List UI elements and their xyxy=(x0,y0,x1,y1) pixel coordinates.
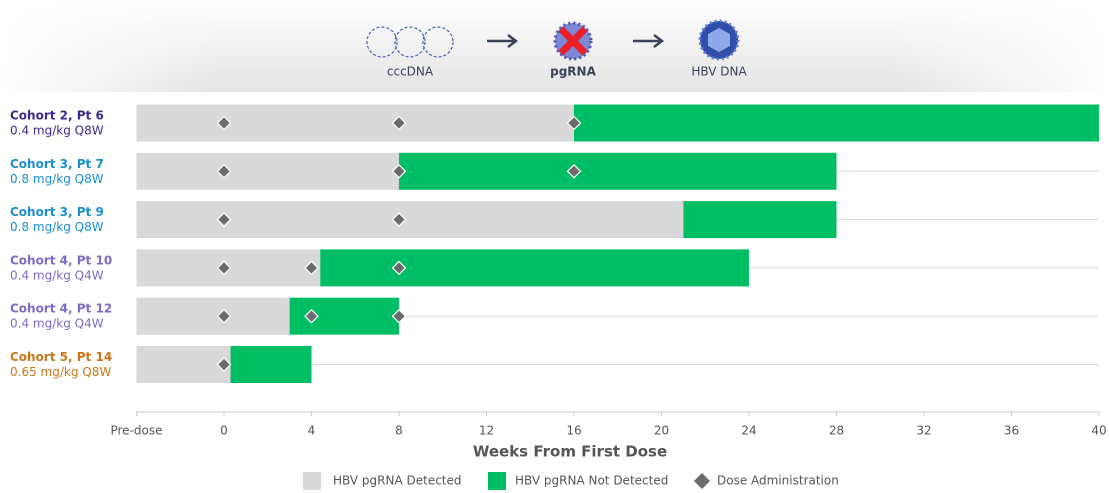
row-dose: 0.4 mg/kg Q4W xyxy=(10,268,104,282)
hbv-dna-icon xyxy=(698,19,740,61)
legend-label: Dose Administration xyxy=(717,474,839,488)
dose-marker xyxy=(391,212,407,227)
row-dose: 0.8 mg/kg Q8W xyxy=(10,172,104,186)
row-dose: 0.65 mg/kg Q8W xyxy=(10,365,111,379)
legend-swatch xyxy=(303,472,321,490)
bar-detected xyxy=(136,346,231,383)
x-tick-label: 16 xyxy=(566,424,581,438)
x-tick-label: 36 xyxy=(1004,424,1019,438)
bar-not-detected xyxy=(683,201,837,239)
cccdna-icon xyxy=(366,26,454,58)
row-dose: 0.4 mg/kg Q4W xyxy=(10,317,104,331)
x-tick-label: 8 xyxy=(395,424,403,438)
row-label: Cohort 5, Pt 14 xyxy=(10,350,112,364)
legend-label: HBV pgRNA Detected xyxy=(333,474,462,488)
pgrna-icon xyxy=(553,21,593,61)
dose-marker xyxy=(304,308,319,324)
x-tick-label: 40 xyxy=(1091,424,1106,438)
arrow xyxy=(487,34,519,48)
row-dose: 0.8 mg/kg Q8W xyxy=(10,220,104,234)
bar-not-detected xyxy=(230,346,312,383)
dose-marker xyxy=(216,357,232,372)
bar-not-detected xyxy=(574,104,1099,142)
bar-not-detected xyxy=(399,152,837,190)
bar-not-detected xyxy=(320,249,749,287)
dose-marker xyxy=(391,308,407,324)
dose-marker xyxy=(566,115,582,131)
x-tick-label: 20 xyxy=(654,424,669,438)
step-label: pgRNA xyxy=(550,65,596,79)
x-tick-label: 32 xyxy=(916,424,931,438)
header: cccDNA pgRNA HBV DNA xyxy=(0,0,1109,92)
step-label: HBV DNA xyxy=(691,65,747,79)
x-tick-label: 4 xyxy=(308,424,316,438)
dose-marker xyxy=(391,260,407,276)
bar-detected xyxy=(136,104,574,142)
legend-swatch xyxy=(694,473,710,489)
row-label: Cohort 4, Pt 10 xyxy=(10,253,112,267)
row-label: Cohort 2, Pt 6 xyxy=(10,109,104,123)
x-tick-label: 24 xyxy=(741,424,756,438)
x-tick-label: 0 xyxy=(220,424,228,438)
bar-detected xyxy=(136,297,290,335)
row-dose: 0.4 mg/kg Q8W xyxy=(10,124,104,138)
dose-marker xyxy=(391,115,407,131)
dose-marker xyxy=(304,260,319,276)
dose-marker xyxy=(216,212,232,227)
legend-label: HBV pgRNA Not Detected xyxy=(515,474,668,488)
row-label: Cohort 3, Pt 7 xyxy=(10,157,104,171)
bar-detected xyxy=(136,152,399,190)
dose-marker xyxy=(216,115,232,131)
arrow xyxy=(633,34,665,48)
x-tick-label: 12 xyxy=(479,424,494,438)
row-label: Cohort 4, Pt 12 xyxy=(10,302,112,316)
step-label: cccDNA xyxy=(387,65,434,79)
x-tick-label: 28 xyxy=(829,424,844,438)
x-axis-title: Weeks From First Dose xyxy=(473,443,667,461)
row-label: Cohort 3, Pt 9 xyxy=(10,205,104,219)
dose-marker xyxy=(566,163,582,179)
dose-marker xyxy=(391,163,407,179)
legend-swatch xyxy=(488,472,506,490)
dose-marker xyxy=(216,260,232,276)
dose-marker xyxy=(216,308,232,324)
dose-marker xyxy=(216,163,232,179)
x-tick-label: Pre-dose xyxy=(110,424,162,438)
